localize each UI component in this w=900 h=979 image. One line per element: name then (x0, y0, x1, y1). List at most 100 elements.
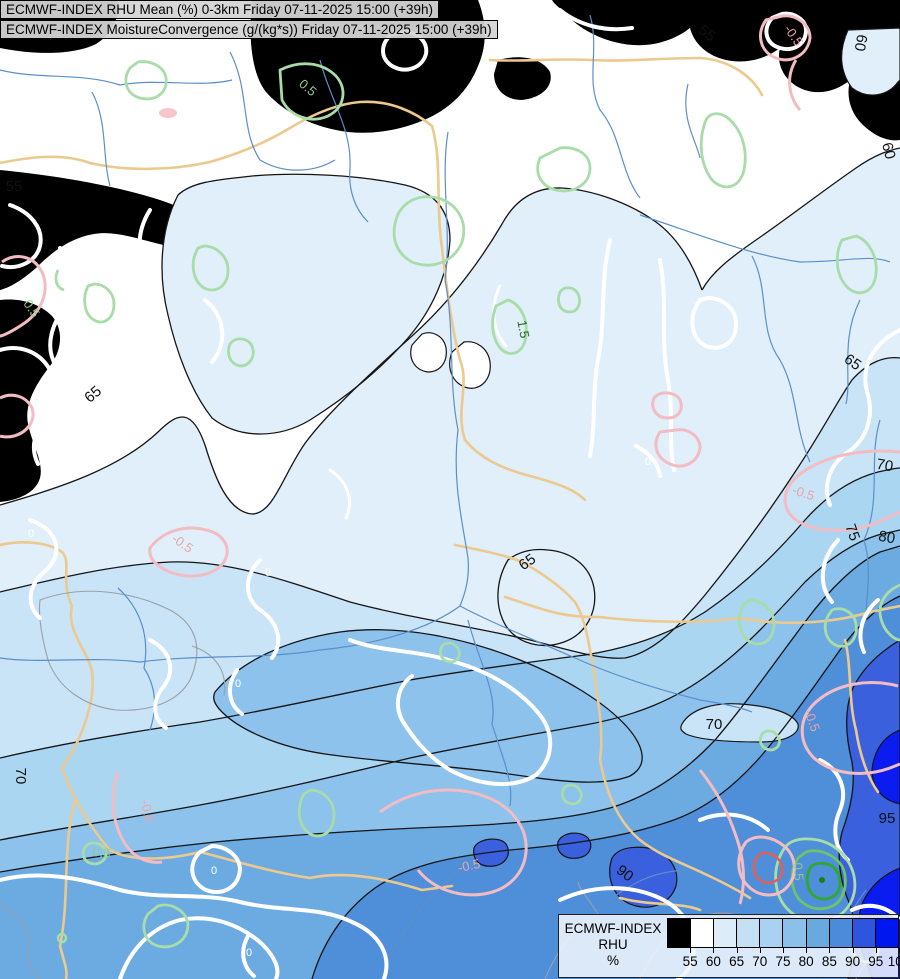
contour-label-rhu: 70 (12, 768, 29, 785)
contour-label-rhu: 55 (695, 22, 719, 46)
river (589, 14, 641, 199)
mc-zero-line (241, 934, 256, 978)
legend-tick-mark (875, 948, 877, 953)
legend-ticks: 55 60 65 70 75 80 85 90 95100 (667, 948, 900, 974)
mc-pos-contour (83, 282, 116, 324)
mc-zero-line (328, 468, 351, 520)
mc-pos-contour (439, 641, 461, 664)
legend-tick-mark (759, 948, 761, 953)
legend-tick-label: 100 (887, 954, 900, 969)
river (91, 91, 111, 187)
mc-pos-dot (56, 932, 68, 944)
country-border (430, 124, 587, 502)
mc-neg-contour (759, 14, 812, 62)
legend-swatch (690, 919, 714, 947)
rhu-band-lt55 (494, 57, 551, 100)
rhu-patch-60-65 (841, 27, 900, 96)
river (0, 605, 461, 663)
mc-pos-contour (561, 783, 583, 806)
river (751, 255, 811, 463)
country-border (453, 543, 752, 900)
legend-swatch (828, 919, 852, 947)
mc-zero-line (698, 812, 770, 832)
mc-zero-line (148, 638, 173, 730)
river (459, 605, 753, 713)
mc-zero-line (634, 444, 662, 478)
admin-border (191, 645, 226, 697)
contour-label-rhu: 70 (875, 456, 894, 476)
mc-pos-contour (81, 841, 108, 866)
mc-zero-line (824, 328, 900, 507)
mc-pos-contour (278, 62, 345, 121)
legend-tick-label: 55 (682, 954, 698, 969)
legend-tick-label: 85 (821, 954, 837, 969)
contour-60 (0, 187, 703, 515)
mc-pos-contour (823, 607, 858, 648)
legend-tick-mark (690, 948, 692, 953)
contour-label-rhu: 90 (613, 862, 637, 886)
mc-neg-contour (379, 788, 528, 897)
contour-85 (311, 595, 900, 979)
mc-zero-line (690, 296, 738, 350)
country-border (58, 798, 77, 979)
mc-pos-contour (759, 729, 781, 752)
legend-tick-label: 70 (752, 954, 768, 969)
mc-neg-contour (800, 681, 900, 775)
mc-pos-contour (392, 195, 465, 267)
contour-label-rhu: 95 (879, 810, 896, 827)
legend-scale: 55 60 65 70 75 80 85 90 95100 (667, 915, 900, 977)
legend-unit: % (606, 953, 619, 968)
contour-65 (0, 356, 900, 659)
contour-label-rhu: 65 (841, 351, 864, 374)
mc-pos-contour (142, 903, 190, 949)
mc-pos-contour (878, 583, 900, 642)
mc-pos-contour (774, 837, 857, 924)
contour-label-mc-zero: 0 (235, 678, 241, 690)
contour-75 (0, 529, 900, 841)
legend-title-line: RHU (598, 937, 628, 952)
mc-neg-contour (654, 428, 702, 468)
legend-title-line: ECMWF-INDEX (564, 921, 662, 936)
mc-pos-contour (297, 788, 336, 838)
legend-tick-mark (783, 948, 784, 953)
mc-pos-contour (227, 337, 255, 368)
legend-tick-mark (829, 948, 831, 953)
contour-label-mc-zero: 0 (246, 947, 252, 959)
contour-60 (701, 147, 900, 291)
legend-swatch (782, 919, 806, 947)
legend-tick-mark (713, 948, 715, 953)
rhu-hole-60-65 (497, 548, 596, 647)
mc-pos-contour (536, 146, 592, 193)
river (229, 51, 336, 171)
legend-swatch (759, 919, 783, 947)
legend-tick-mark (806, 948, 808, 953)
country-border (503, 595, 900, 625)
contour-label-mc-pos: 0.5 (790, 862, 807, 881)
contour-label-mc-neg: -0.5 (790, 482, 816, 503)
rhu-blob-75-80 (213, 629, 643, 783)
legend-swatch (851, 919, 875, 947)
mc-pos-contour (737, 598, 776, 646)
legend-tick-label: 65 (729, 954, 745, 969)
contour-label-mc-zero: 0 (211, 865, 217, 877)
rhu-patch-90 (557, 832, 592, 859)
rhu-band-lt55 (0, 170, 234, 290)
mc-zero-line (858, 598, 880, 654)
mc-neg-contour (0, 393, 35, 439)
legend-title: ECMWF-INDEX RHU % (559, 915, 667, 977)
mc-zero-line (28, 518, 59, 620)
legend-tick-label: 75 (775, 954, 791, 969)
mc-zero-line (203, 298, 225, 364)
mc-neg-contour-strong (752, 851, 784, 885)
legend-tick-label: 60 (705, 954, 721, 969)
contour-label-rhu: 55 (6, 178, 23, 195)
mc-pos-contour (491, 298, 528, 355)
legend-swatch (874, 919, 898, 947)
mc-zero-line (764, 11, 808, 51)
mc-zero-line (558, 8, 634, 32)
mc-neg-spot (159, 108, 177, 118)
contour-label-mc-pos: 0.5 (92, 844, 112, 861)
admin-border (0, 904, 41, 979)
